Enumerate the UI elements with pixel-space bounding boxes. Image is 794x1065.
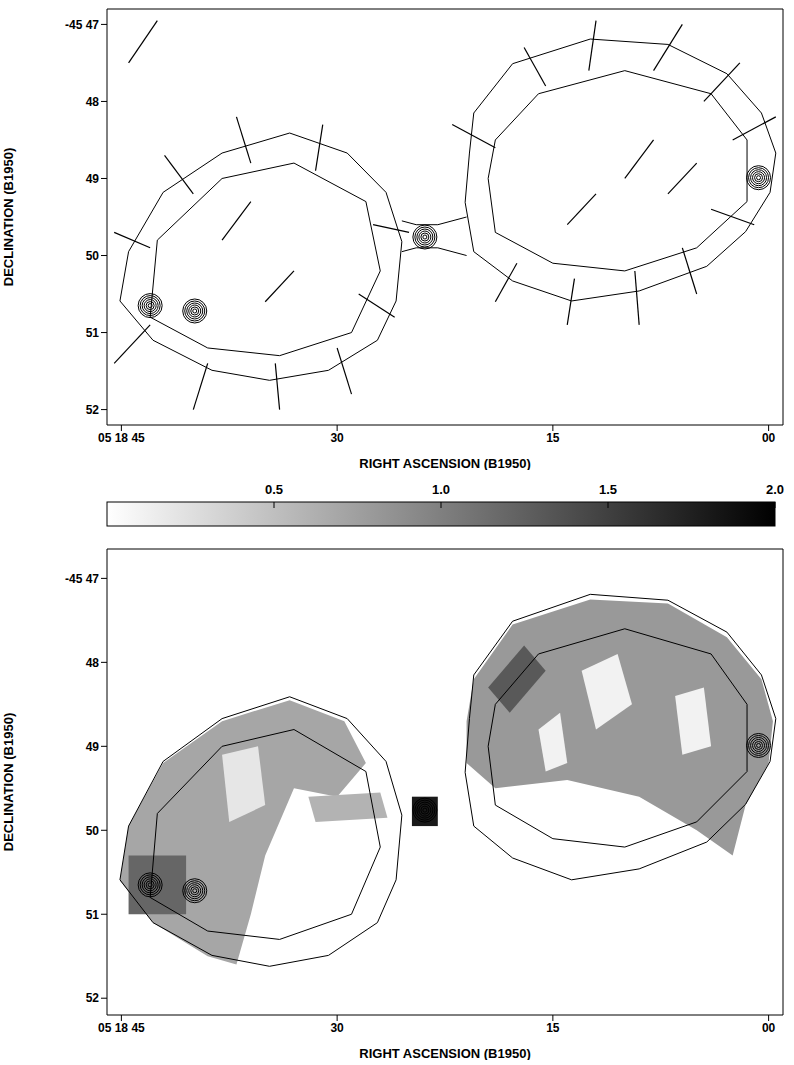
svg-text:2.0: 2.0: [766, 482, 784, 497]
svg-text:52: 52: [86, 403, 100, 417]
svg-text:00: 00: [762, 1021, 776, 1035]
svg-text:-45 47: -45 47: [65, 572, 99, 586]
svg-text:50: 50: [86, 249, 100, 263]
svg-text:49: 49: [86, 172, 100, 186]
svg-text:48: 48: [86, 656, 100, 670]
svg-text:1.5: 1.5: [599, 482, 617, 497]
svg-text:1.0: 1.0: [432, 482, 450, 497]
svg-text:RIGHT ASCENSION (B1950): RIGHT ASCENSION (B1950): [359, 1046, 530, 1060]
svg-text:15: 15: [546, 431, 560, 445]
svg-text:48: 48: [86, 95, 100, 109]
svg-text:52: 52: [86, 991, 100, 1005]
svg-text:DECLINATION (B1950): DECLINATION (B1950): [1, 148, 16, 286]
svg-text:05 18 45: 05 18 45: [98, 431, 145, 445]
svg-text:30: 30: [330, 431, 344, 445]
svg-text:RIGHT ASCENSION (B1950): RIGHT ASCENSION (B1950): [359, 456, 530, 470]
svg-text:0.5: 0.5: [265, 482, 283, 497]
svg-text:05 18 45: 05 18 45: [98, 1021, 145, 1035]
svg-text:51: 51: [86, 908, 100, 922]
svg-text:49: 49: [86, 740, 100, 754]
svg-text:DECLINATION (B1950): DECLINATION (B1950): [1, 713, 16, 851]
svg-text:00: 00: [762, 431, 776, 445]
svg-text:-45 47: -45 47: [65, 18, 99, 32]
svg-text:15: 15: [546, 1021, 560, 1035]
svg-text:50: 50: [86, 824, 100, 838]
svg-text:30: 30: [330, 1021, 344, 1035]
svg-text:51: 51: [86, 326, 100, 340]
